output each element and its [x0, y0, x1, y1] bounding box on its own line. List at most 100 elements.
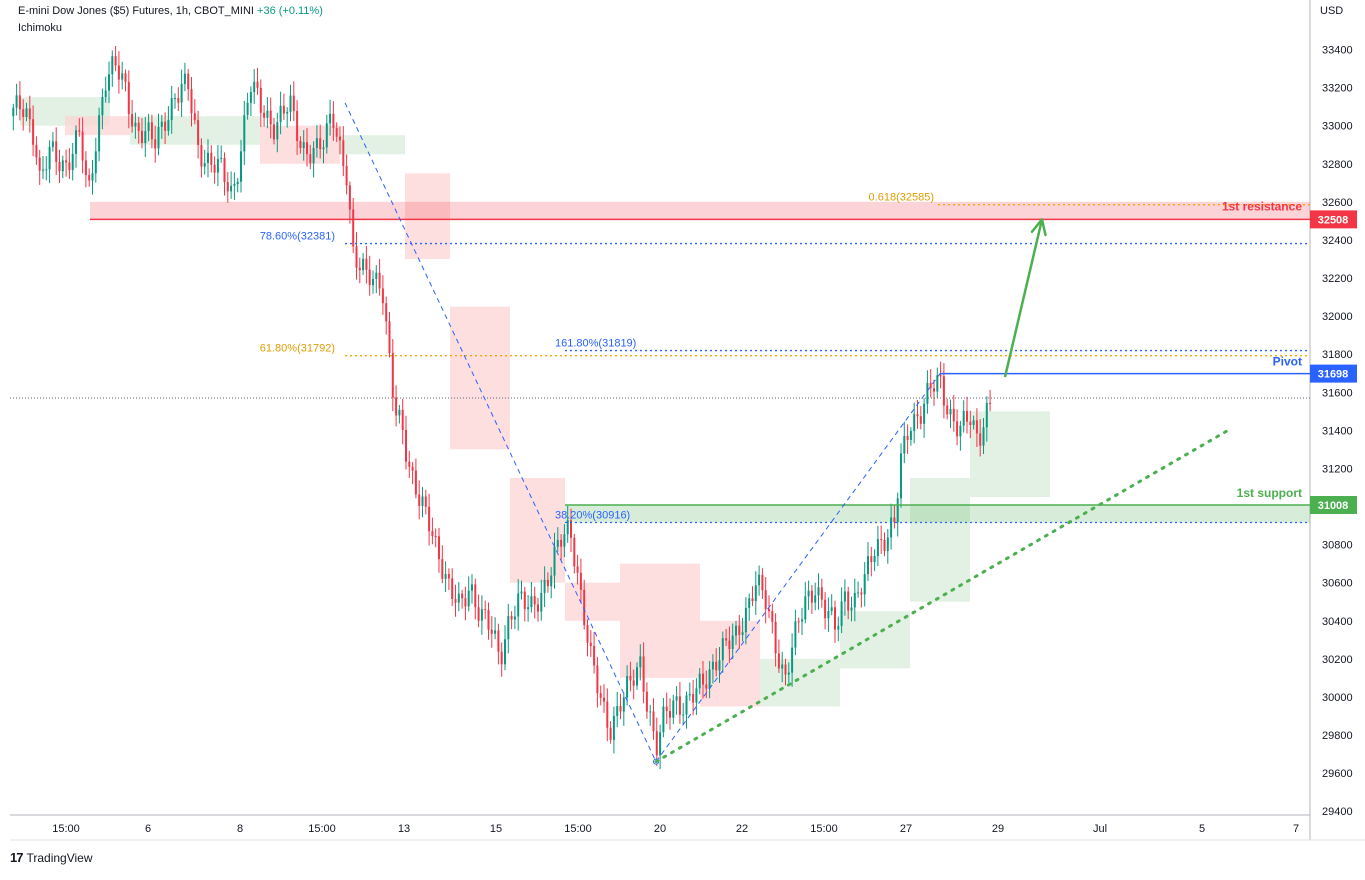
candle-body	[520, 591, 523, 594]
candle-body	[438, 536, 440, 560]
candle-body	[428, 506, 431, 532]
candle-body	[101, 97, 104, 116]
candle-body	[207, 152, 209, 164]
candle-body	[457, 593, 460, 603]
time-tick-label: 15:00	[52, 823, 80, 835]
candle-body	[75, 130, 77, 154]
candle-body	[381, 288, 384, 304]
candle-body	[959, 425, 962, 437]
resistance-zone	[90, 201, 1310, 220]
candle-body	[847, 591, 850, 611]
candle-body	[942, 376, 945, 406]
candle-body	[197, 120, 200, 146]
candle-body	[286, 111, 289, 114]
candle-body	[857, 592, 860, 594]
candle-body	[659, 732, 662, 756]
candle-body	[576, 566, 579, 573]
candle-body	[447, 574, 450, 579]
candle-body	[81, 131, 84, 161]
price-tag-1st-resistance	[1310, 210, 1357, 229]
candle-body	[65, 160, 68, 163]
candle-body	[738, 625, 741, 635]
ichimoku-cloud-segment	[565, 582, 620, 621]
candle-body	[329, 113, 332, 124]
candle-body	[939, 375, 942, 377]
candle-body	[909, 430, 912, 440]
candle-body	[513, 616, 516, 620]
candle-body	[919, 416, 922, 424]
candle-body	[642, 656, 645, 692]
candle-body	[490, 629, 493, 634]
candle-body	[263, 112, 266, 118]
ichimoku-cloud-segment	[970, 411, 1050, 497]
candle-body	[259, 87, 262, 113]
candle-body	[814, 595, 817, 603]
candle-body	[593, 646, 596, 666]
candle-body	[787, 672, 790, 675]
candle-body	[332, 113, 335, 129]
price-tick-label: 30400	[1322, 616, 1353, 628]
candle-body	[111, 56, 114, 75]
target-arrow-head	[1030, 218, 1047, 237]
candle-body	[560, 539, 563, 547]
time-tick-label: 15:00	[810, 823, 838, 835]
candle-body	[84, 160, 87, 176]
fib-level-label: 0.618(32585)	[869, 192, 934, 204]
candle-body	[358, 267, 361, 271]
candle-body	[735, 625, 737, 636]
ichimoku-cloud-segment	[910, 477, 970, 602]
price-tick-label: 31600	[1322, 387, 1353, 399]
candle-body	[777, 653, 780, 669]
candle-body	[348, 185, 351, 210]
candle-body	[160, 121, 163, 127]
candle-body	[916, 414, 919, 417]
support-label: 1st support	[1237, 486, 1302, 500]
candle-body	[312, 147, 315, 164]
price-tick-label: 32800	[1322, 159, 1353, 171]
candle-body	[48, 146, 51, 170]
price-tag-pivot	[1310, 364, 1357, 383]
candle-body	[794, 621, 797, 648]
candle-body	[345, 166, 348, 186]
candle-body	[985, 403, 988, 428]
candle-body	[969, 421, 972, 425]
candle-body	[187, 73, 190, 90]
candle-body	[339, 136, 341, 141]
candle-body	[669, 711, 671, 718]
price-tag-1st-support	[1310, 495, 1357, 514]
candle-body	[461, 593, 464, 599]
candle-body	[824, 599, 827, 619]
support-zone	[565, 504, 1310, 523]
time-tick-label: 6	[145, 823, 151, 835]
candle-body	[203, 163, 206, 167]
candle-body	[368, 269, 371, 286]
candle-body	[220, 158, 223, 160]
candle-body	[606, 701, 609, 728]
indicator-legend[interactable]: Ichimoku	[18, 22, 63, 34]
candle-body	[682, 714, 685, 716]
candle-body	[193, 113, 196, 121]
candle-body	[543, 579, 546, 593]
candle-body	[956, 421, 959, 437]
candle-body	[154, 139, 157, 149]
candle-body	[292, 95, 295, 112]
candle-body	[121, 73, 124, 80]
candle-body	[807, 590, 810, 597]
candle-body	[454, 599, 457, 603]
candle-body	[365, 258, 368, 270]
candle-body	[550, 575, 553, 587]
tradingview-brand[interactable]: 17 TradingView	[10, 850, 93, 865]
candle-body	[873, 555, 876, 563]
candle-body	[781, 664, 784, 669]
candle-body	[870, 556, 873, 563]
candle-body	[906, 435, 909, 440]
candle-body	[711, 661, 714, 670]
time-tick-label: 20	[654, 823, 666, 835]
candle-body	[929, 382, 932, 389]
candle-body	[269, 110, 272, 125]
candle-body	[114, 56, 117, 66]
time-tick-label: 29	[992, 823, 1004, 835]
candle-body	[979, 433, 982, 446]
candle-body	[698, 673, 701, 689]
